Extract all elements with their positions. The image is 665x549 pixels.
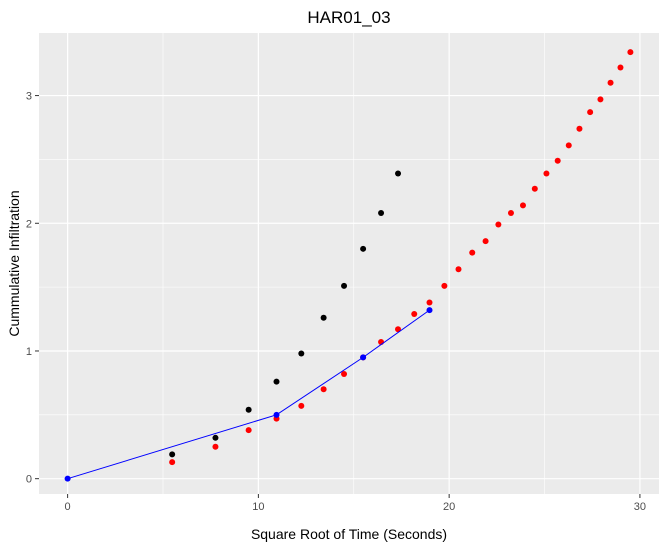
data-point-red [531, 185, 538, 192]
data-point-red [426, 299, 433, 306]
data-point-black [320, 314, 327, 321]
data-point-black [395, 170, 402, 177]
data-point-red [565, 142, 572, 149]
data-point-red [607, 79, 614, 86]
data-point-red [411, 310, 418, 317]
data-point-red [245, 427, 252, 434]
grid-major [39, 33, 659, 494]
x-tick-label: 20 [443, 501, 455, 513]
data-point-blue [64, 475, 71, 482]
data-point-red [627, 49, 634, 56]
data-point-red [212, 443, 219, 450]
plot-panel [39, 33, 659, 494]
data-point-black [273, 378, 280, 385]
data-point-red [455, 266, 462, 273]
x-tick-label: 10 [252, 501, 264, 513]
x-axis-title: Square Root of Time (Seconds) [251, 526, 447, 542]
data-point-red [543, 170, 550, 177]
y-tick-label: 3 [26, 91, 32, 103]
data-point-red [469, 249, 476, 256]
data-point-blue [273, 411, 280, 418]
series-line-blue [67, 309, 430, 480]
y-tick-label: 0 [26, 474, 32, 486]
data-point-black [378, 210, 385, 217]
data-point-red [482, 238, 489, 245]
data-point-red [320, 386, 327, 393]
data-point-black [360, 245, 367, 252]
data-point-red [519, 202, 526, 209]
data-point-red [617, 64, 624, 71]
data-point-red [587, 109, 594, 116]
series-blue [64, 307, 433, 482]
series-layer [64, 49, 634, 482]
chart-title: HAR01_03 [307, 8, 390, 27]
data-point-red [495, 221, 502, 228]
data-point-black [212, 434, 219, 441]
data-point-blue [426, 307, 433, 314]
data-point-red [576, 125, 583, 132]
data-point-red [554, 157, 561, 164]
axis-ticks: 0 10 20 30 0 1 2 3 [26, 91, 646, 513]
data-point-red [395, 326, 402, 333]
data-point-black [341, 282, 348, 289]
y-tick-label: 1 [26, 346, 32, 358]
data-point-black [169, 451, 176, 458]
data-point-red [169, 459, 176, 466]
x-tick-label: 30 [634, 501, 646, 513]
y-axis-title: Cummulative Infiltration [6, 190, 22, 336]
data-point-red [441, 282, 448, 289]
data-point-black [298, 350, 305, 357]
data-point-blue [360, 354, 367, 361]
data-point-red [298, 402, 305, 409]
y-tick-label: 2 [26, 218, 32, 230]
data-point-red [597, 96, 604, 103]
data-point-red [341, 370, 348, 377]
series-black [169, 170, 402, 458]
data-point-red [507, 210, 514, 217]
data-point-black [245, 406, 252, 413]
x-tick-label: 0 [65, 501, 71, 513]
